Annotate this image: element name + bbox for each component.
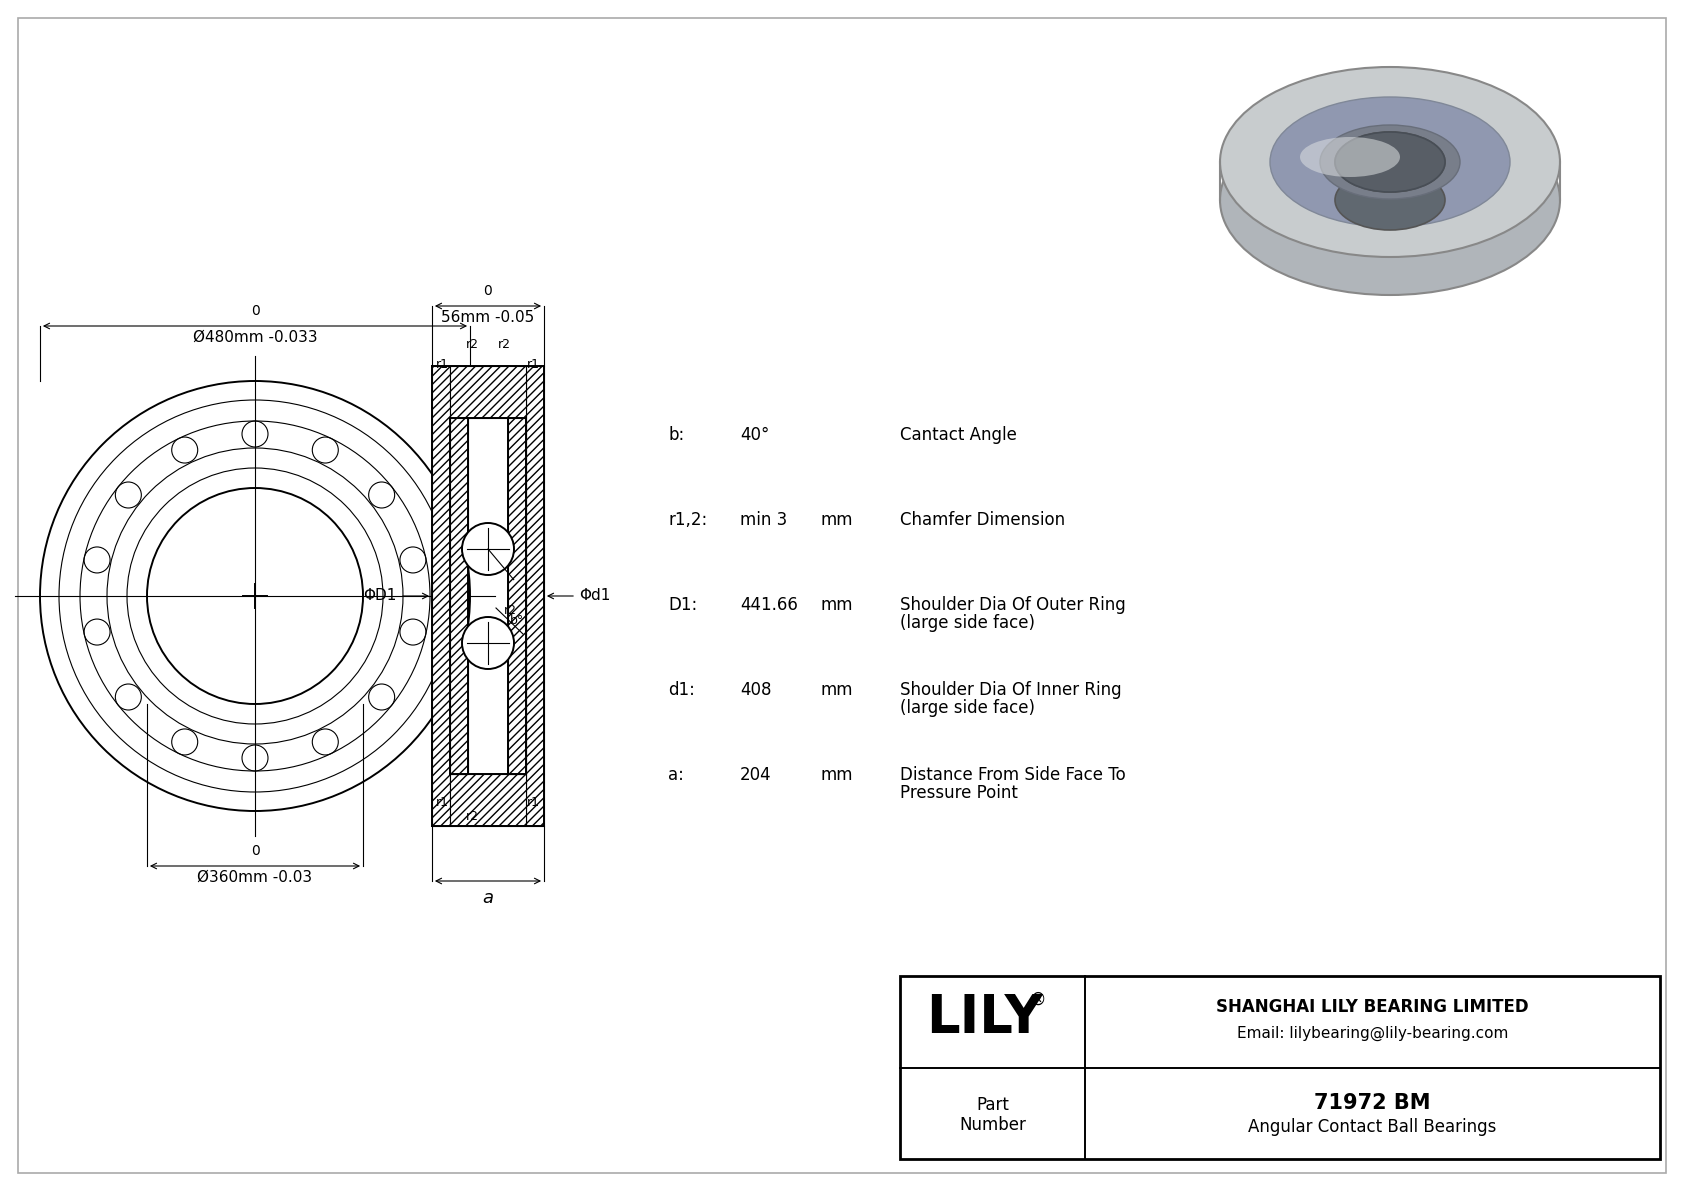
Circle shape bbox=[461, 523, 514, 575]
Text: Chamfer Dimension: Chamfer Dimension bbox=[899, 511, 1064, 529]
Bar bbox=[509, 418, 525, 774]
Bar bbox=[450, 774, 525, 827]
Text: min 3: min 3 bbox=[739, 511, 786, 529]
Ellipse shape bbox=[1300, 137, 1399, 177]
Text: (large side face): (large side face) bbox=[899, 615, 1036, 632]
Ellipse shape bbox=[1219, 67, 1559, 257]
Text: Shoulder Dia Of Outer Ring: Shoulder Dia Of Outer Ring bbox=[899, 596, 1125, 615]
Text: b:: b: bbox=[669, 426, 684, 444]
Ellipse shape bbox=[1335, 170, 1445, 230]
Text: Number: Number bbox=[960, 1116, 1026, 1134]
Text: r1: r1 bbox=[436, 358, 450, 372]
Ellipse shape bbox=[1335, 132, 1445, 192]
Text: r1: r1 bbox=[436, 796, 450, 809]
Text: a:: a: bbox=[669, 766, 684, 784]
Text: LILY: LILY bbox=[926, 992, 1042, 1043]
Text: 40°: 40° bbox=[739, 426, 770, 444]
Text: Part: Part bbox=[977, 1096, 1009, 1115]
Text: mm: mm bbox=[820, 511, 852, 529]
Text: Email: lilybearing@lily-bearing.com: Email: lilybearing@lily-bearing.com bbox=[1236, 1025, 1509, 1041]
Text: mm: mm bbox=[820, 681, 852, 699]
Text: r2: r2 bbox=[465, 810, 478, 823]
Text: 71972 BM: 71972 BM bbox=[1314, 1093, 1431, 1114]
Text: a: a bbox=[483, 888, 493, 908]
Text: mm: mm bbox=[820, 596, 852, 615]
Text: Distance From Side Face To: Distance From Side Face To bbox=[899, 766, 1125, 784]
Text: Ø480mm -0.033: Ø480mm -0.033 bbox=[192, 330, 317, 345]
Text: Cantact Angle: Cantact Angle bbox=[899, 426, 1017, 444]
Text: (large side face): (large side face) bbox=[899, 699, 1036, 717]
Ellipse shape bbox=[1219, 105, 1559, 295]
Text: 0: 0 bbox=[251, 304, 259, 318]
Text: D1:: D1: bbox=[669, 596, 697, 615]
Text: ®: ® bbox=[1031, 991, 1047, 1009]
Ellipse shape bbox=[1335, 132, 1445, 192]
Text: b°: b° bbox=[510, 615, 524, 626]
Ellipse shape bbox=[1270, 96, 1511, 227]
Text: 408: 408 bbox=[739, 681, 771, 699]
Text: r2: r2 bbox=[504, 604, 517, 617]
Text: 56mm -0.05: 56mm -0.05 bbox=[441, 310, 534, 325]
Text: d1:: d1: bbox=[669, 681, 695, 699]
Text: 204: 204 bbox=[739, 766, 771, 784]
Bar bbox=[899, 975, 1660, 1159]
Text: 0: 0 bbox=[251, 844, 259, 858]
Text: ΦD1: ΦD1 bbox=[364, 588, 397, 604]
Text: r1: r1 bbox=[527, 796, 541, 809]
Text: SHANGHAI LILY BEARING LIMITED: SHANGHAI LILY BEARING LIMITED bbox=[1216, 998, 1529, 1016]
Text: r2: r2 bbox=[465, 338, 478, 351]
Text: 0: 0 bbox=[483, 283, 492, 298]
Text: 441.66: 441.66 bbox=[739, 596, 798, 615]
Text: Angular Contact Ball Bearings: Angular Contact Ball Bearings bbox=[1248, 1118, 1497, 1136]
Text: Ø360mm -0.03: Ø360mm -0.03 bbox=[197, 869, 313, 885]
Text: mm: mm bbox=[820, 766, 852, 784]
Text: r1: r1 bbox=[527, 358, 541, 372]
Bar bbox=[433, 366, 450, 827]
Text: r2: r2 bbox=[497, 338, 510, 351]
Bar bbox=[525, 366, 544, 827]
Bar bbox=[450, 418, 468, 774]
Text: Pressure Point: Pressure Point bbox=[899, 784, 1017, 802]
Text: Shoulder Dia Of Inner Ring: Shoulder Dia Of Inner Ring bbox=[899, 681, 1122, 699]
Ellipse shape bbox=[1320, 125, 1460, 199]
Text: Φd1: Φd1 bbox=[579, 588, 610, 604]
Circle shape bbox=[461, 617, 514, 669]
Text: r1,2:: r1,2: bbox=[669, 511, 707, 529]
Bar bbox=[450, 366, 525, 418]
